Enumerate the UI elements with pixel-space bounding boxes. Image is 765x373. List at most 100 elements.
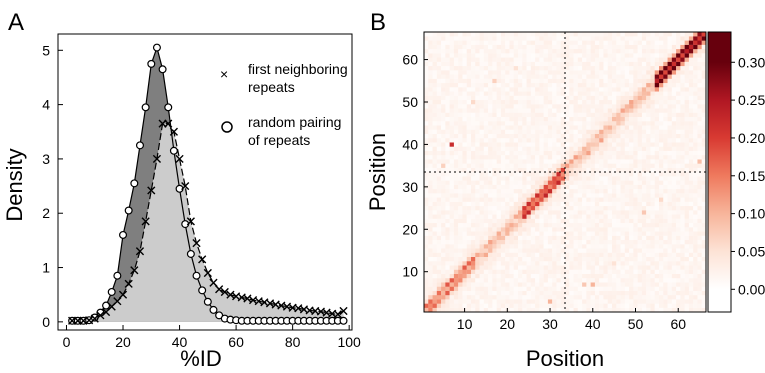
heatmap-cell: [654, 150, 660, 156]
heatmap-cell: [522, 146, 527, 151]
heatmap-cell: [453, 155, 459, 160]
heatmap-cell: [654, 222, 660, 228]
heatmap-cell: [518, 176, 523, 181]
heatmap-cell: [633, 205, 638, 211]
point-first-neighboring: [339, 306, 348, 316]
heatmap-cell: [586, 218, 591, 224]
heatmap-cell: [637, 91, 643, 96]
heatmap-cell: [505, 87, 510, 92]
heatmap-cell: [453, 261, 459, 266]
heatmap-cell: [453, 150, 459, 156]
heatmap-cell: [594, 112, 600, 117]
heatmap-cell: [676, 61, 681, 67]
heatmap-cell: [641, 74, 647, 79]
heatmap-cell: [565, 295, 570, 300]
heatmap-cell: [624, 214, 630, 219]
heatmap-cell: [445, 184, 450, 190]
heatmap-cell: [500, 133, 506, 139]
heatmap-cell: [556, 78, 561, 84]
heatmap-cell: [577, 142, 583, 147]
heatmap-cell: [594, 78, 600, 84]
heatmap-cell: [607, 307, 613, 313]
heatmap-cell: [560, 299, 566, 304]
heatmap-cell: [543, 121, 549, 126]
heatmap-cell: [667, 95, 672, 101]
heatmap-cell: [436, 70, 442, 75]
heatmap-cell: [441, 82, 446, 88]
heatmap-cell: [428, 295, 433, 300]
heatmap-cell: [629, 261, 634, 266]
heatmap-cell: [500, 91, 506, 96]
heatmap-cell: [646, 295, 651, 300]
heatmap-cell: [646, 244, 651, 249]
heatmap-cell: [646, 146, 651, 151]
heatmap-cell: [513, 193, 519, 198]
heatmap-cell: [453, 218, 459, 224]
heatmap-cell: [688, 53, 694, 58]
heatmap-cell: [488, 61, 493, 67]
heatmap-cell: [424, 248, 429, 253]
heatmap-cell: [680, 53, 685, 58]
heatmap-cell: [633, 82, 638, 88]
heatmap-cell: [599, 244, 604, 249]
heatmap-cell: [624, 40, 630, 45]
heatmap-cell: [522, 125, 527, 130]
heatmap-cell: [466, 95, 472, 101]
heatmap-cell: [603, 57, 608, 62]
heatmap-cell: [428, 261, 433, 266]
heatmap-cell: [424, 176, 429, 181]
heatmap-cell: [594, 146, 600, 151]
heatmap-cell: [441, 261, 446, 266]
heatmap-cell: [654, 44, 660, 50]
heatmap-cell: [586, 125, 591, 130]
heatmap-cell: [667, 193, 672, 198]
heatmap-cell: [556, 53, 561, 58]
heatmap-cell: [492, 252, 497, 257]
heatmap-cell: [607, 163, 613, 168]
heatmap-cell: [496, 78, 502, 84]
heatmap-cell: [680, 150, 685, 156]
heatmap-cell: [471, 248, 476, 253]
heatmap-cell: [462, 205, 467, 211]
point-random-pairing: [130, 179, 139, 188]
heatmap-cell: [654, 112, 660, 117]
heatmap-cell: [697, 108, 702, 113]
heatmap-cell: [676, 129, 681, 134]
heatmap-cell: [500, 32, 506, 37]
heatmap-cell: [560, 244, 566, 249]
heatmap-cell: [543, 112, 549, 117]
heatmap-cell: [688, 218, 694, 224]
heatmap-cell: [693, 248, 698, 253]
heatmap-cell: [556, 201, 561, 207]
heatmap-cell: [684, 36, 690, 41]
heatmap-cell: [441, 44, 446, 50]
heatmap-cell: [483, 48, 489, 54]
heatmap-cell: [500, 231, 506, 236]
point-random-pairing: [164, 103, 173, 112]
heatmap-cell: [633, 74, 638, 79]
heatmap-cell: [535, 184, 540, 190]
heatmap-cell: [612, 70, 617, 75]
heatmap-cell: [680, 44, 685, 50]
heatmap-cell: [488, 99, 493, 105]
heatmap-cell: [697, 231, 702, 236]
heatmap-cell: [526, 87, 531, 92]
heatmap-cell: [552, 205, 557, 211]
heatmap-cell: [624, 57, 630, 62]
heatmap-cell: [458, 121, 463, 126]
heatmap-cell: [624, 150, 630, 156]
heatmap-cell: [607, 227, 613, 232]
heatmap-cell: [492, 112, 497, 117]
heatmap-cell: [569, 201, 574, 207]
heatmap-cell: [500, 129, 506, 134]
heatmap-cell: [424, 146, 429, 151]
heatmap-cell: [445, 244, 450, 249]
heatmap-cell: [603, 99, 608, 105]
heatmap-cell: [654, 159, 660, 164]
heatmap-cell: [680, 176, 685, 181]
heatmap-cell: [441, 108, 446, 113]
heatmap-cell: [428, 167, 433, 173]
heatmap-cell: [513, 269, 519, 274]
heatmap-cell: [693, 273, 698, 279]
heatmap-cell: [650, 188, 655, 194]
